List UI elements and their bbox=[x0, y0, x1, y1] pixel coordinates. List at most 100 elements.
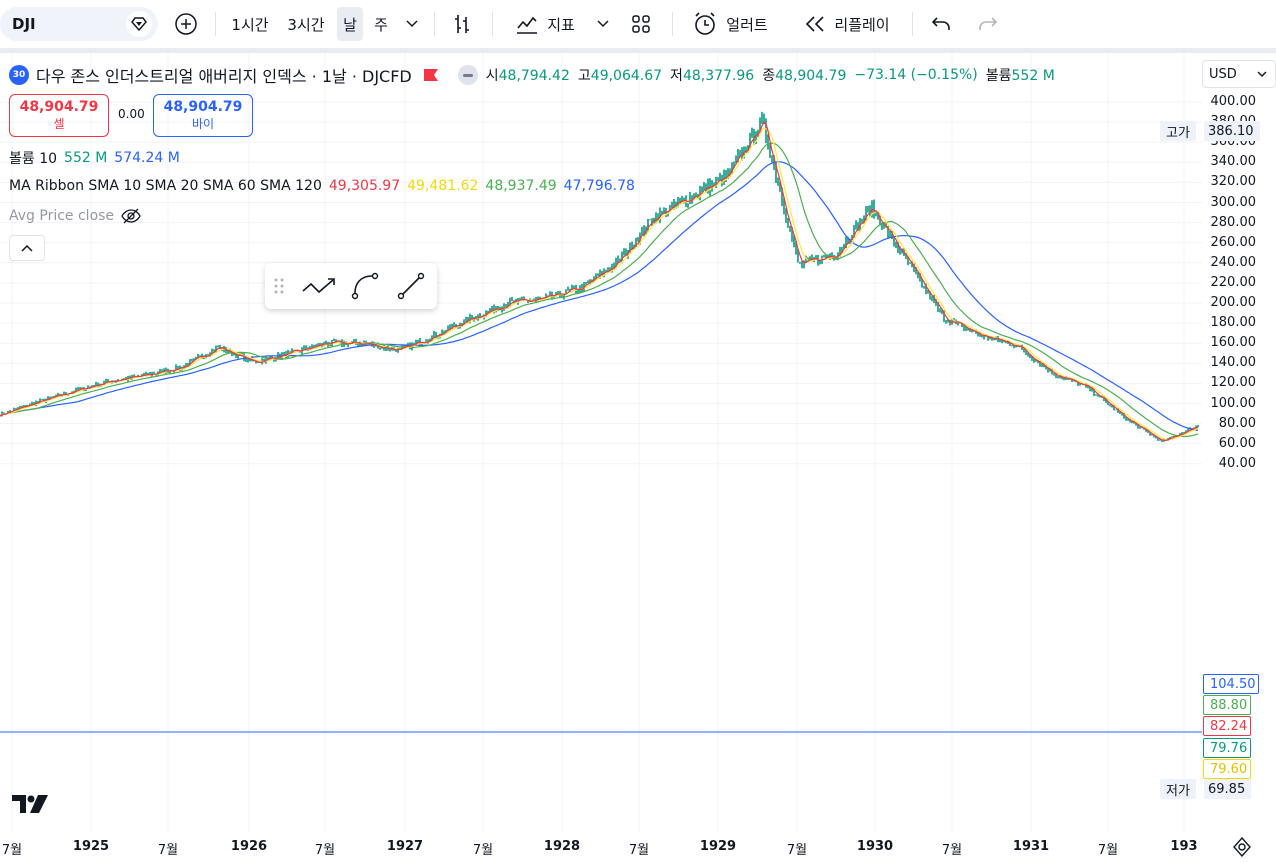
high-tag-label: 고가 bbox=[1160, 121, 1196, 141]
volume-label: 볼륨 bbox=[985, 68, 1012, 84]
diamond-icon[interactable] bbox=[126, 11, 152, 37]
volume-indicator-legend[interactable]: 볼륨 10 552 M 574.24 M bbox=[9, 148, 180, 168]
price-tick-label: 260.00 bbox=[1210, 234, 1257, 250]
time-tick-label: 1930 bbox=[856, 839, 894, 854]
replay-button[interactable]: 리플레이 bbox=[792, 7, 902, 41]
replay-label: 리플레이 bbox=[834, 15, 890, 34]
curve-line-icon[interactable] bbox=[350, 271, 380, 301]
time-tick-label: 7월 bbox=[941, 843, 963, 858]
layouts-button[interactable] bbox=[624, 7, 658, 41]
sma20-value: 49,481.62 bbox=[407, 178, 479, 194]
indicators-button[interactable]: 지표 bbox=[506, 7, 584, 41]
toolbar-divider bbox=[434, 12, 435, 36]
interval-week[interactable]: 주 bbox=[374, 15, 388, 34]
interval-1h[interactable]: 1시간 bbox=[231, 15, 269, 34]
close-value: 48,904.79 bbox=[775, 68, 847, 84]
time-tick-label: 7월 bbox=[472, 843, 494, 858]
ma-ribbon-legend[interactable]: MA Ribbon SMA 10 SMA 20 SMA 60 SMA 120 4… bbox=[9, 178, 635, 194]
trend-line-icon[interactable] bbox=[396, 271, 426, 301]
drawing-floating-toolbar[interactable] bbox=[265, 263, 437, 309]
plus-circle-icon bbox=[175, 13, 197, 35]
high-value: 49,064.67 bbox=[590, 68, 663, 84]
trend-path-icon[interactable] bbox=[300, 274, 336, 298]
chevron-down-icon bbox=[1257, 71, 1267, 77]
sma10-line bbox=[0, 121, 1199, 441]
drag-handle-icon[interactable] bbox=[274, 277, 284, 295]
time-tick-label: 7월 bbox=[1097, 843, 1119, 858]
chart-line-icon bbox=[517, 16, 538, 34]
tradingview-logo[interactable] bbox=[12, 793, 52, 819]
toolbar-divider bbox=[215, 12, 216, 36]
time-axis[interactable]: 7월 1925 7월 1926 7월 1927 7월 1928 7월 1929 7월 1930 7월 19… bbox=[0, 833, 1202, 860]
price-tick-label: 340.00 bbox=[1210, 154, 1257, 170]
time-tick-label: 1925 bbox=[72, 839, 110, 854]
high-label: 고 bbox=[577, 68, 591, 84]
undo-icon bbox=[931, 17, 950, 30]
add-symbol-button[interactable] bbox=[170, 7, 202, 41]
sma120-value: 47,796.78 bbox=[563, 178, 635, 194]
eye-off-icon[interactable] bbox=[121, 208, 141, 224]
undo-button[interactable] bbox=[925, 7, 957, 41]
avg-price-label: Avg Price close bbox=[9, 208, 115, 224]
toolbar-border bbox=[0, 48, 1276, 53]
currency-selector[interactable]: USD bbox=[1202, 60, 1276, 88]
sma120-line bbox=[0, 161, 1199, 431]
price-tick-label: 320.00 bbox=[1210, 174, 1257, 190]
change-value: −73.14 (−0.15%) bbox=[854, 67, 978, 83]
alert-label: 얼러트 bbox=[726, 15, 768, 34]
toolbar-divider bbox=[492, 12, 493, 36]
high-tag-value: 386.10 bbox=[1204, 121, 1260, 141]
indicators-label: 지표 bbox=[547, 15, 575, 34]
time-tick-label: 7월 bbox=[314, 843, 336, 858]
volume-indicator-value: 552 M bbox=[64, 150, 108, 166]
sma60-price-tag: 88.80 bbox=[1203, 695, 1251, 715]
time-tick-label: 7월 bbox=[1, 843, 23, 858]
buy-button[interactable]: 48,904.79 바이 bbox=[153, 94, 253, 137]
low-tag-value: 69.85 bbox=[1204, 779, 1252, 799]
price-tick-label: 240.00 bbox=[1210, 254, 1257, 270]
price-chart[interactable] bbox=[0, 53, 1202, 833]
toolbar-divider bbox=[912, 12, 913, 36]
redo-button[interactable] bbox=[972, 7, 1004, 41]
chevron-up-icon bbox=[21, 244, 33, 252]
hide-icon[interactable] bbox=[457, 65, 478, 85]
interval-dropdown[interactable] bbox=[400, 7, 424, 41]
sma20-line bbox=[0, 127, 1199, 441]
redo-icon bbox=[979, 17, 998, 30]
currency-label: USD bbox=[1209, 66, 1237, 82]
price-tick-label: 400.00 bbox=[1210, 94, 1257, 109]
time-tick-label: 193 bbox=[1170, 839, 1198, 854]
price-tick-label: 180.00 bbox=[1210, 315, 1257, 331]
low-value: 48,377.96 bbox=[682, 68, 755, 84]
buy-price: 48,904.79 bbox=[163, 98, 243, 115]
flag-icon[interactable] bbox=[423, 69, 438, 81]
alert-button[interactable]: 얼러트 bbox=[684, 7, 776, 41]
symbol-title[interactable]: 다우 존스 인더스트리얼 애버리지 인덱스 · 1날 · DJCFD bbox=[36, 67, 412, 86]
settings-icon[interactable] bbox=[1231, 836, 1253, 862]
price-tick-label: 120.00 bbox=[1210, 375, 1257, 391]
sell-button[interactable]: 48,904.79 셀 bbox=[9, 94, 109, 137]
price-tick-label: 140.00 bbox=[1210, 355, 1257, 371]
low-tag-label: 저가 bbox=[1160, 779, 1196, 799]
time-tick-label: 1928 bbox=[543, 839, 581, 854]
symbol-search[interactable]: DJI bbox=[0, 7, 158, 41]
price-tick-label: 300.00 bbox=[1210, 194, 1257, 210]
interval-3h[interactable]: 3시간 bbox=[287, 15, 325, 34]
price-axis[interactable]: 400.00380.00360.00340.00320.00300.00280.… bbox=[1202, 53, 1276, 833]
sell-price: 48,904.79 bbox=[19, 98, 99, 115]
price-tick-label: 60.00 bbox=[1218, 435, 1256, 451]
avg-price-legend[interactable]: Avg Price close bbox=[9, 208, 141, 224]
collapse-legend-button[interactable] bbox=[9, 235, 45, 261]
bar-style-button[interactable] bbox=[446, 7, 478, 41]
indicators-dropdown[interactable] bbox=[592, 7, 614, 41]
last-price-tag: 79.76 bbox=[1203, 738, 1251, 758]
price-tick-label: 220.00 bbox=[1210, 274, 1257, 290]
time-tick-label: 7월 bbox=[628, 843, 650, 858]
open-value: 48,794.42 bbox=[498, 68, 570, 84]
volume-indicator-label: 볼륨 10 bbox=[9, 151, 58, 167]
time-tick-label: 7월 bbox=[786, 843, 808, 858]
price-tick-label: 280.00 bbox=[1210, 214, 1257, 230]
time-tick-label: 1927 bbox=[386, 839, 424, 854]
sell-label: 셀 bbox=[53, 116, 65, 131]
interval-day[interactable]: 날 bbox=[337, 7, 363, 41]
